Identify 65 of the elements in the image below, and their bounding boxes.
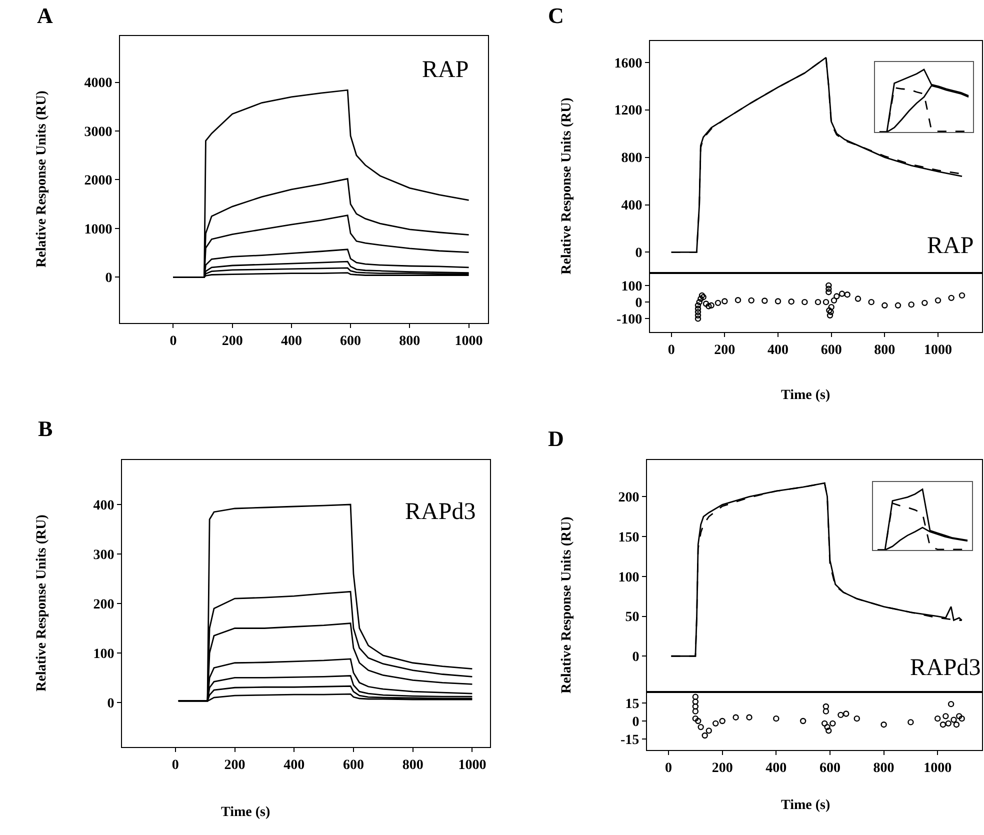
- x-tick-label: 400: [284, 758, 305, 773]
- y-tick-label: 4000: [84, 76, 112, 92]
- y-tick-label: 200: [618, 490, 640, 506]
- x-tick-label: 800: [402, 758, 424, 773]
- y-tick-label: 300: [93, 548, 114, 563]
- y-tick-label: 0: [635, 246, 642, 262]
- x-tick-label: 600: [819, 760, 840, 776]
- y-tick-label: 50: [625, 610, 640, 626]
- x-tick-label: 400: [768, 342, 788, 358]
- x-tick-label: 1000: [924, 760, 952, 776]
- x-tick-label: 400: [766, 760, 787, 776]
- x-tick-label: 800: [874, 342, 896, 358]
- x-tick-label: 800: [399, 334, 420, 349]
- y-tick-label: 1000: [84, 222, 112, 238]
- annotation: RAP: [927, 233, 974, 259]
- y-tick-label: 0: [105, 271, 112, 286]
- y-tick-label: 1600: [614, 56, 642, 72]
- y-axis-title: Relative Response Units (RU): [560, 97, 574, 274]
- y-tick-label: 2000: [84, 174, 112, 189]
- x-tick-label: 1000: [924, 342, 952, 358]
- y-tick-label: 100: [618, 570, 640, 586]
- y-axis-title: Relative Response Units (RU): [34, 514, 50, 692]
- y-tick-label: 200: [93, 597, 114, 612]
- y-tick-label: 100: [621, 279, 642, 294]
- y-tick-label: 0: [107, 696, 114, 712]
- y-tick-label: 3000: [84, 124, 112, 140]
- y-tick-label: 150: [618, 530, 640, 546]
- x-tick-label: 600: [820, 342, 842, 358]
- x-tick-label: 800: [873, 760, 894, 776]
- x-tick-label: 1000: [454, 334, 483, 349]
- y-tick-label: -15: [620, 733, 640, 748]
- x-tick-label: 0: [170, 334, 177, 349]
- x-tick-label: 200: [714, 342, 736, 358]
- chart-title: D: [548, 426, 564, 451]
- x-tick-label: 200: [222, 334, 243, 349]
- annotation: RAPd3: [910, 655, 981, 681]
- y-axis-title: Relative Response Units (RU): [560, 516, 574, 694]
- x-tick-label: 600: [342, 758, 364, 773]
- x-axis-title: Time (s): [781, 388, 830, 403]
- x-axis-title: Time (s): [781, 798, 830, 813]
- x-tick-label: 600: [340, 334, 362, 349]
- x-tick-label: 0: [668, 342, 675, 358]
- x-tick-label: 200: [224, 758, 246, 773]
- y-tick-label: 1200: [614, 104, 642, 119]
- annotation: RAP: [422, 57, 469, 83]
- x-tick-label: 200: [712, 760, 733, 776]
- chart-title: A: [37, 3, 53, 28]
- y-tick-label: 0: [632, 714, 640, 730]
- x-tick-label: 400: [280, 334, 302, 349]
- y-tick-label: 0: [635, 296, 642, 311]
- y-tick-label: 100: [93, 646, 114, 662]
- chart-title: C: [548, 3, 564, 28]
- y-tick-label: 0: [632, 650, 640, 666]
- y-tick-label: 800: [621, 151, 642, 166]
- x-tick-label: 0: [172, 758, 179, 773]
- x-tick-label: 1000: [458, 758, 486, 773]
- chart-title: B: [38, 416, 53, 441]
- y-axis-title: Relative Response Units (RU): [34, 90, 50, 268]
- y-tick-label: 15: [625, 696, 640, 712]
- x-tick-label: 0: [665, 760, 672, 776]
- x-axis-title: Time (s): [221, 805, 270, 820]
- y-tick-label: 400: [93, 498, 114, 514]
- annotation: RAPd3: [405, 499, 476, 525]
- y-tick-label: 400: [621, 198, 642, 214]
- y-tick-label: -100: [616, 312, 642, 328]
